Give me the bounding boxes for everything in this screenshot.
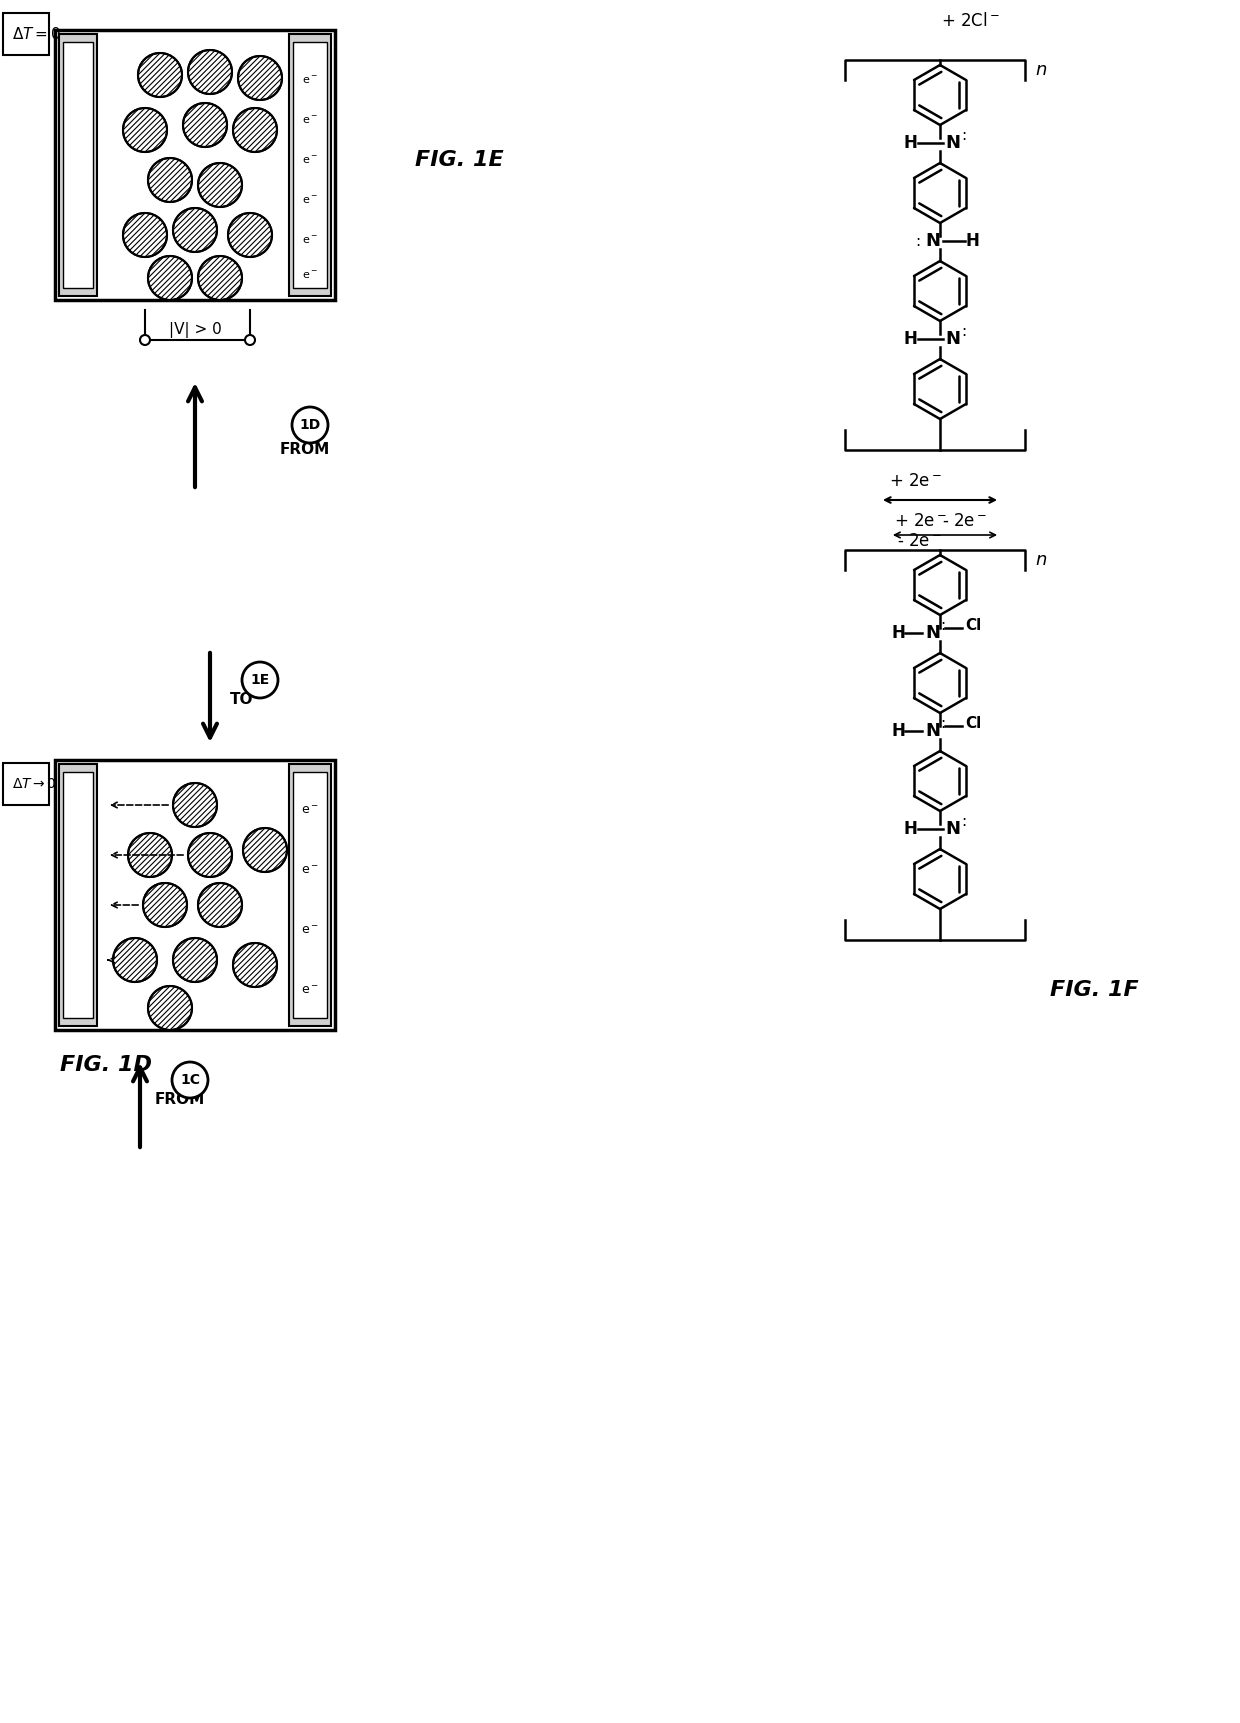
Circle shape xyxy=(188,832,232,877)
Circle shape xyxy=(188,50,232,95)
Text: Cl: Cl xyxy=(965,715,981,731)
Circle shape xyxy=(138,53,182,96)
Text: $\Delta T \rightarrow 0$: $\Delta T \rightarrow 0$ xyxy=(12,777,57,791)
Text: e$^-$: e$^-$ xyxy=(301,984,319,996)
Text: :: : xyxy=(940,617,945,632)
Text: e$^-$: e$^-$ xyxy=(303,234,317,246)
Text: n: n xyxy=(1035,551,1047,569)
Text: - 2e$^-$: - 2e$^-$ xyxy=(942,512,987,531)
Circle shape xyxy=(123,214,167,257)
Circle shape xyxy=(228,214,272,257)
Text: 1E: 1E xyxy=(250,674,269,687)
Text: N: N xyxy=(945,331,960,348)
Text: e$^-$: e$^-$ xyxy=(301,863,319,877)
Text: :: : xyxy=(940,715,945,731)
Text: N: N xyxy=(925,722,940,739)
Text: N: N xyxy=(925,233,940,250)
Text: N: N xyxy=(925,624,940,643)
Circle shape xyxy=(233,109,277,152)
Circle shape xyxy=(291,407,329,443)
Circle shape xyxy=(242,662,278,698)
Circle shape xyxy=(123,109,167,152)
Circle shape xyxy=(174,208,217,252)
Text: + 2e$^-$: + 2e$^-$ xyxy=(894,512,946,531)
Text: H: H xyxy=(892,722,905,739)
Text: H: H xyxy=(892,624,905,643)
Circle shape xyxy=(233,942,277,987)
Circle shape xyxy=(128,832,172,877)
Text: e$^-$: e$^-$ xyxy=(301,924,319,937)
Text: 1C: 1C xyxy=(180,1073,200,1087)
Bar xyxy=(60,34,97,296)
FancyBboxPatch shape xyxy=(2,763,50,805)
Text: H: H xyxy=(903,134,916,152)
Text: FROM: FROM xyxy=(280,443,330,458)
Text: + 2e$^-$: + 2e$^-$ xyxy=(889,472,941,489)
Circle shape xyxy=(198,882,242,927)
Text: FIG. 1D: FIG. 1D xyxy=(60,1054,153,1075)
Text: H: H xyxy=(903,820,916,837)
Text: e$^-$: e$^-$ xyxy=(303,155,317,165)
Circle shape xyxy=(148,159,192,202)
Circle shape xyxy=(174,937,217,982)
Bar xyxy=(63,41,93,288)
Circle shape xyxy=(140,334,150,345)
Text: :: : xyxy=(961,128,966,143)
Bar xyxy=(293,41,327,288)
Text: 1D: 1D xyxy=(299,419,321,432)
Text: Cl: Cl xyxy=(965,617,981,632)
Text: :: : xyxy=(961,813,966,829)
Circle shape xyxy=(174,782,217,827)
Bar xyxy=(60,763,97,1025)
Text: FROM: FROM xyxy=(155,1092,206,1108)
Circle shape xyxy=(238,57,281,100)
Bar xyxy=(289,34,331,296)
Text: FIG. 1F: FIG. 1F xyxy=(1050,980,1138,999)
Circle shape xyxy=(243,829,286,872)
Circle shape xyxy=(113,937,157,982)
Text: H: H xyxy=(903,331,916,348)
Text: |V| > 0: |V| > 0 xyxy=(169,322,222,338)
Circle shape xyxy=(198,164,242,207)
Circle shape xyxy=(246,334,255,345)
Text: TO: TO xyxy=(229,693,253,708)
Text: N: N xyxy=(945,134,960,152)
Bar xyxy=(63,772,93,1018)
Bar xyxy=(55,29,335,300)
Text: $\Delta T = 0$: $\Delta T = 0$ xyxy=(12,26,61,41)
Text: H: H xyxy=(965,233,978,250)
Text: n: n xyxy=(1035,60,1047,79)
Text: - 2e$^-$: - 2e$^-$ xyxy=(898,532,942,550)
Text: :: : xyxy=(915,234,920,248)
Bar xyxy=(289,763,331,1025)
Bar xyxy=(293,772,327,1018)
Circle shape xyxy=(198,257,242,300)
Text: e$^-$: e$^-$ xyxy=(301,803,319,817)
Text: + 2Cl$^-$: + 2Cl$^-$ xyxy=(940,12,999,29)
Circle shape xyxy=(184,103,227,146)
Circle shape xyxy=(172,1061,208,1098)
Circle shape xyxy=(148,257,192,300)
Text: FIG. 1E: FIG. 1E xyxy=(415,150,503,171)
Text: :: : xyxy=(961,324,966,338)
Bar xyxy=(55,760,335,1030)
Text: e$^-$: e$^-$ xyxy=(303,195,317,205)
Text: e$^-$: e$^-$ xyxy=(303,114,317,126)
FancyBboxPatch shape xyxy=(2,14,50,55)
Text: e$^-$: e$^-$ xyxy=(303,269,317,281)
Text: N: N xyxy=(945,820,960,837)
Circle shape xyxy=(148,986,192,1030)
Circle shape xyxy=(143,882,187,927)
Text: e$^-$: e$^-$ xyxy=(303,74,317,86)
